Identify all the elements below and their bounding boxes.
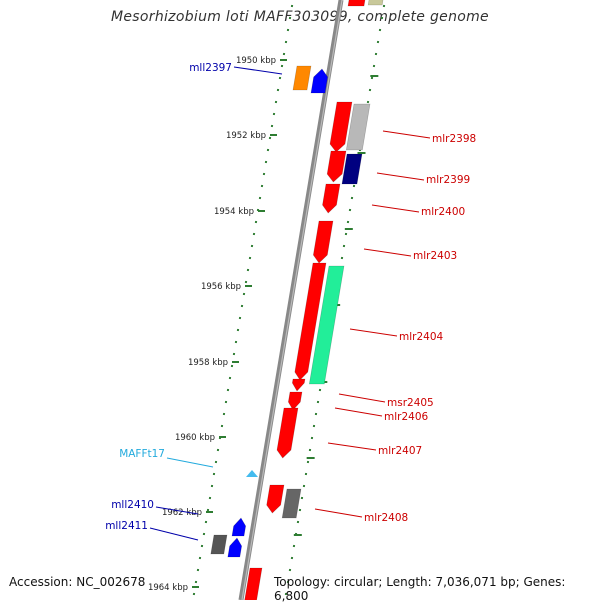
gene-feature-msr2405 bbox=[292, 379, 305, 391]
gene-feature-partial-top-2 bbox=[368, 0, 384, 5]
gene-label-msr2405-leader bbox=[339, 394, 385, 402]
gene-label-mlr2404[interactable]: mlr2404 bbox=[399, 331, 444, 343]
gene-label-msr2405[interactable]: msr2405 bbox=[387, 397, 434, 409]
gene-label-mlr2398-leader bbox=[383, 131, 430, 138]
gene-label-mlr2406-leader bbox=[335, 408, 382, 416]
gene-label-mlr2407-leader bbox=[328, 443, 376, 450]
gene-label-mlr2403-leader bbox=[364, 249, 411, 256]
gene-label-mlr2404-leader bbox=[350, 329, 397, 336]
genome-summary-text: Topology: circular; Length: 7,036,071 bp… bbox=[274, 575, 600, 603]
scale-label: 1956 kbp bbox=[201, 282, 241, 292]
gene-feature-mll2410 bbox=[232, 518, 246, 536]
gene-label-MAFFt17-leader bbox=[167, 458, 213, 467]
gene-feature-partial-top bbox=[348, 0, 366, 6]
gene-feature-mlr2400 bbox=[322, 184, 340, 213]
gene-label-mlr2400[interactable]: mlr2400 bbox=[421, 206, 465, 218]
gene-label-mll2397-leader bbox=[234, 67, 282, 74]
gene-feature-mll2411 bbox=[228, 538, 242, 557]
gene-feature-mlr2408 bbox=[267, 485, 284, 513]
gene-feature-grey-3 bbox=[211, 535, 227, 554]
scale-label: 1960 kbp bbox=[175, 433, 215, 443]
gene-label-mlr2399-leader bbox=[377, 173, 424, 180]
scale-label: 1962 kbp bbox=[162, 508, 202, 518]
gene-label-mlr2408[interactable]: mlr2408 bbox=[364, 512, 408, 524]
gene-label-mlr2408-leader bbox=[315, 509, 362, 517]
gene-label-mlr2407[interactable]: mlr2407 bbox=[378, 445, 422, 457]
gene-label-mlr2400-leader bbox=[372, 205, 419, 212]
gene-feature-mlr2406 bbox=[288, 392, 302, 410]
gene-label-mll2397[interactable]: mll2397 bbox=[189, 62, 232, 74]
gene-label-mlr2398[interactable]: mlr2398 bbox=[432, 133, 476, 145]
gene-label-mll2411[interactable]: mll2411 bbox=[105, 520, 148, 532]
gene-label-mlr2403[interactable]: mlr2403 bbox=[413, 250, 457, 262]
gene-label-mll2411-leader bbox=[150, 528, 198, 540]
gene-feature-grey-2 bbox=[282, 489, 301, 518]
gene-label-MAFFt17[interactable]: MAFFt17 bbox=[119, 448, 165, 460]
gene-label-mll2410[interactable]: mll2410 bbox=[111, 499, 154, 511]
scale-label: 1954 kbp bbox=[214, 207, 254, 217]
scale-label: 1950 kbp bbox=[236, 56, 276, 66]
scale-label: 1952 kbp bbox=[226, 131, 266, 141]
gene-feature-mlr2403 bbox=[313, 221, 333, 263]
gene-label-mlr2406[interactable]: mlr2406 bbox=[384, 411, 429, 423]
scale-label: 1958 kbp bbox=[188, 358, 228, 368]
trna-marker bbox=[246, 470, 258, 477]
gene-feature-orange bbox=[293, 66, 311, 90]
accession-text: Accession: NC_002678 bbox=[9, 575, 145, 589]
gene-label-mlr2399[interactable]: mlr2399 bbox=[426, 174, 470, 186]
gene-feature-mll2397 bbox=[311, 69, 328, 93]
gene-feature-mlr2407 bbox=[277, 408, 298, 458]
scale-label: 1964 kbp bbox=[148, 583, 188, 593]
